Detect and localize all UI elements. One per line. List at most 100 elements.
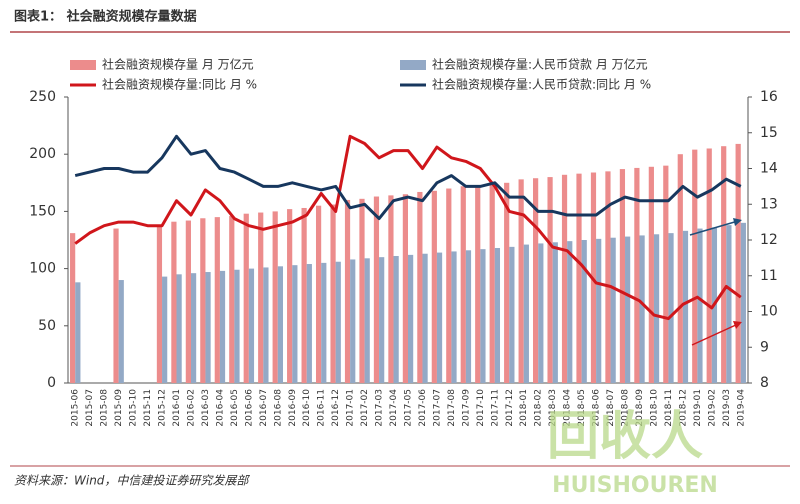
bar bbox=[70, 233, 76, 383]
x-tick-label: 2016-12 bbox=[331, 389, 341, 427]
x-tick-label: 2018-10 bbox=[649, 389, 659, 427]
chart-title: 图表1： 社会融资规模存量数据 bbox=[14, 9, 197, 25]
bar bbox=[533, 178, 539, 383]
legend-label: 社会融资规模存量 月 万亿元 bbox=[102, 57, 254, 72]
x-tick-label: 2018-01 bbox=[519, 389, 529, 427]
x-tick-label: 2016-08 bbox=[273, 389, 283, 427]
bar bbox=[315, 205, 322, 383]
bar bbox=[113, 228, 119, 383]
bar bbox=[619, 169, 626, 383]
legend-swatch bbox=[400, 60, 426, 70]
x-tick-label: 2015-11 bbox=[143, 389, 153, 427]
x-tick-label: 2017-07 bbox=[432, 389, 442, 427]
bar bbox=[417, 191, 423, 383]
bar bbox=[634, 167, 640, 383]
y2-tick-label: 15 bbox=[760, 125, 778, 141]
legend-swatch bbox=[70, 60, 96, 70]
legend-label: 社会融资规模存量:同比 月 % bbox=[102, 77, 257, 92]
bar bbox=[118, 280, 124, 383]
x-tick-label: 2018-03 bbox=[548, 389, 558, 427]
bar bbox=[489, 182, 495, 383]
bar bbox=[379, 257, 385, 383]
bar bbox=[610, 237, 616, 383]
x-tick-label: 2018-12 bbox=[678, 389, 688, 427]
bar bbox=[494, 248, 501, 383]
bar bbox=[408, 254, 414, 383]
bar bbox=[726, 225, 732, 383]
x-tick-label: 2015-12 bbox=[158, 389, 168, 427]
line bbox=[74, 134, 742, 221]
bar bbox=[653, 234, 660, 383]
y2-tick-label: 10 bbox=[760, 304, 778, 320]
bar bbox=[431, 190, 437, 383]
bar bbox=[214, 217, 220, 383]
x-tick-label: 2018-06 bbox=[592, 389, 602, 427]
bar bbox=[335, 261, 341, 383]
bar bbox=[692, 149, 698, 383]
y2-tick-label: 9 bbox=[760, 339, 769, 355]
x-tick-label: 2018-07 bbox=[606, 389, 616, 427]
bar bbox=[330, 204, 336, 383]
bar bbox=[229, 215, 235, 383]
bar bbox=[697, 228, 703, 383]
bar bbox=[663, 165, 669, 383]
x-tick-label: 2018-04 bbox=[563, 389, 573, 427]
y-tick-label: 100 bbox=[29, 261, 56, 277]
y2-tick-label: 12 bbox=[760, 232, 778, 248]
bar bbox=[721, 146, 727, 383]
x-tick-label: 2016-04 bbox=[215, 389, 225, 427]
bar bbox=[576, 173, 582, 383]
bar bbox=[682, 230, 689, 383]
bar bbox=[547, 177, 553, 383]
bar bbox=[393, 256, 399, 383]
y2-tick-label: 8 bbox=[760, 375, 769, 391]
x-tick-label: 2016-01 bbox=[172, 389, 182, 427]
x-tick-label: 2016-03 bbox=[201, 389, 211, 427]
bar bbox=[446, 188, 452, 383]
x-tick-label: 2015-07 bbox=[85, 389, 95, 427]
x-tick-label: 2019-01 bbox=[693, 389, 703, 427]
y-tick-label: 250 bbox=[29, 89, 56, 105]
y-tick-label: 150 bbox=[29, 203, 56, 219]
bar bbox=[523, 244, 529, 383]
x-tick-label: 2015-06 bbox=[71, 389, 81, 427]
bar bbox=[596, 238, 602, 383]
bar bbox=[176, 274, 182, 383]
x-tick-label: 2018-05 bbox=[577, 389, 587, 427]
bar bbox=[219, 270, 226, 383]
bar bbox=[625, 236, 631, 383]
x-tick-label: 2018-08 bbox=[621, 389, 631, 427]
x-tick-label: 2016-09 bbox=[288, 389, 298, 427]
arrow-head bbox=[733, 321, 742, 329]
bar bbox=[306, 264, 312, 383]
bar bbox=[185, 220, 191, 383]
bar bbox=[234, 269, 240, 383]
bar bbox=[190, 273, 197, 383]
bar bbox=[162, 276, 168, 383]
x-tick-label: 2015-10 bbox=[129, 389, 139, 427]
x-tick-label: 2017-01 bbox=[346, 389, 356, 427]
bar bbox=[480, 249, 486, 383]
plot: 0 50 100 150 200 250 8 9 10 11 12 13 14 15 16 2015-06 20… bbox=[29, 57, 778, 427]
bar bbox=[301, 207, 307, 383]
bar bbox=[561, 174, 568, 383]
x-tick-label: 2018-11 bbox=[664, 389, 674, 427]
bar bbox=[538, 243, 544, 383]
x-tick-label: 2019-04 bbox=[736, 389, 746, 427]
line bbox=[74, 134, 742, 321]
x-tick-label: 2017-04 bbox=[389, 389, 399, 427]
bar bbox=[200, 218, 206, 383]
x-tick-label: 2016-02 bbox=[186, 389, 196, 427]
y2-tick-label: 16 bbox=[760, 89, 778, 105]
bar bbox=[639, 235, 645, 383]
bar bbox=[581, 240, 587, 383]
x-tick-label: 2016-10 bbox=[302, 389, 312, 427]
bar bbox=[475, 185, 481, 383]
y-tick-label: 200 bbox=[29, 146, 56, 162]
x-tick-label: 2016-07 bbox=[259, 389, 269, 427]
x-tick-label: 2017-06 bbox=[418, 389, 428, 427]
bar bbox=[740, 222, 746, 383]
x-tick-label: 2018-09 bbox=[635, 389, 645, 427]
bar bbox=[171, 221, 177, 383]
